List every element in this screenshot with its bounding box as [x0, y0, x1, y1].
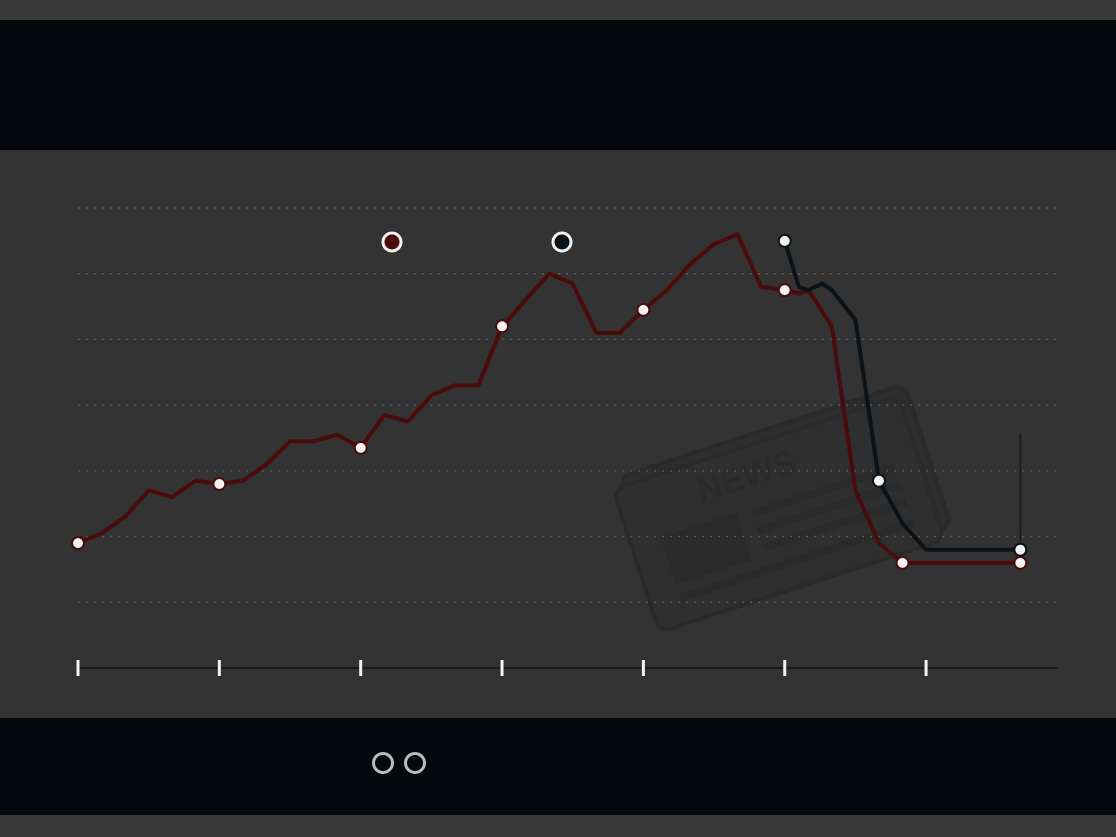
chart-footer [0, 718, 1116, 815]
info-icon[interactable] [372, 752, 394, 774]
series-markers [71, 233, 1028, 570]
data-point [895, 555, 910, 570]
data-point [777, 233, 792, 248]
grid-lines [78, 207, 1058, 604]
legend-marker-1 [381, 231, 403, 253]
share-icon[interactable] [404, 752, 426, 774]
newspaper-icon: NEWS [614, 385, 951, 632]
series-line-1 [77, 232, 1021, 565]
chart-card: NEWS [0, 20, 1116, 815]
data-point [1013, 555, 1028, 570]
data-point [71, 536, 85, 551]
data-point [777, 283, 792, 298]
line-chart: NEWS [71, 207, 1058, 676]
data-point [871, 473, 886, 488]
data-point [636, 302, 651, 317]
legend-marker-2 [551, 231, 573, 253]
data-point [212, 477, 227, 491]
data-point [1013, 542, 1028, 557]
data-point [353, 440, 368, 455]
legend [381, 231, 573, 253]
axes [76, 660, 1058, 676]
chart-header [0, 20, 1116, 150]
plot-area: NEWS [0, 150, 1116, 718]
share-icons [372, 752, 436, 779]
data-point [495, 319, 510, 334]
